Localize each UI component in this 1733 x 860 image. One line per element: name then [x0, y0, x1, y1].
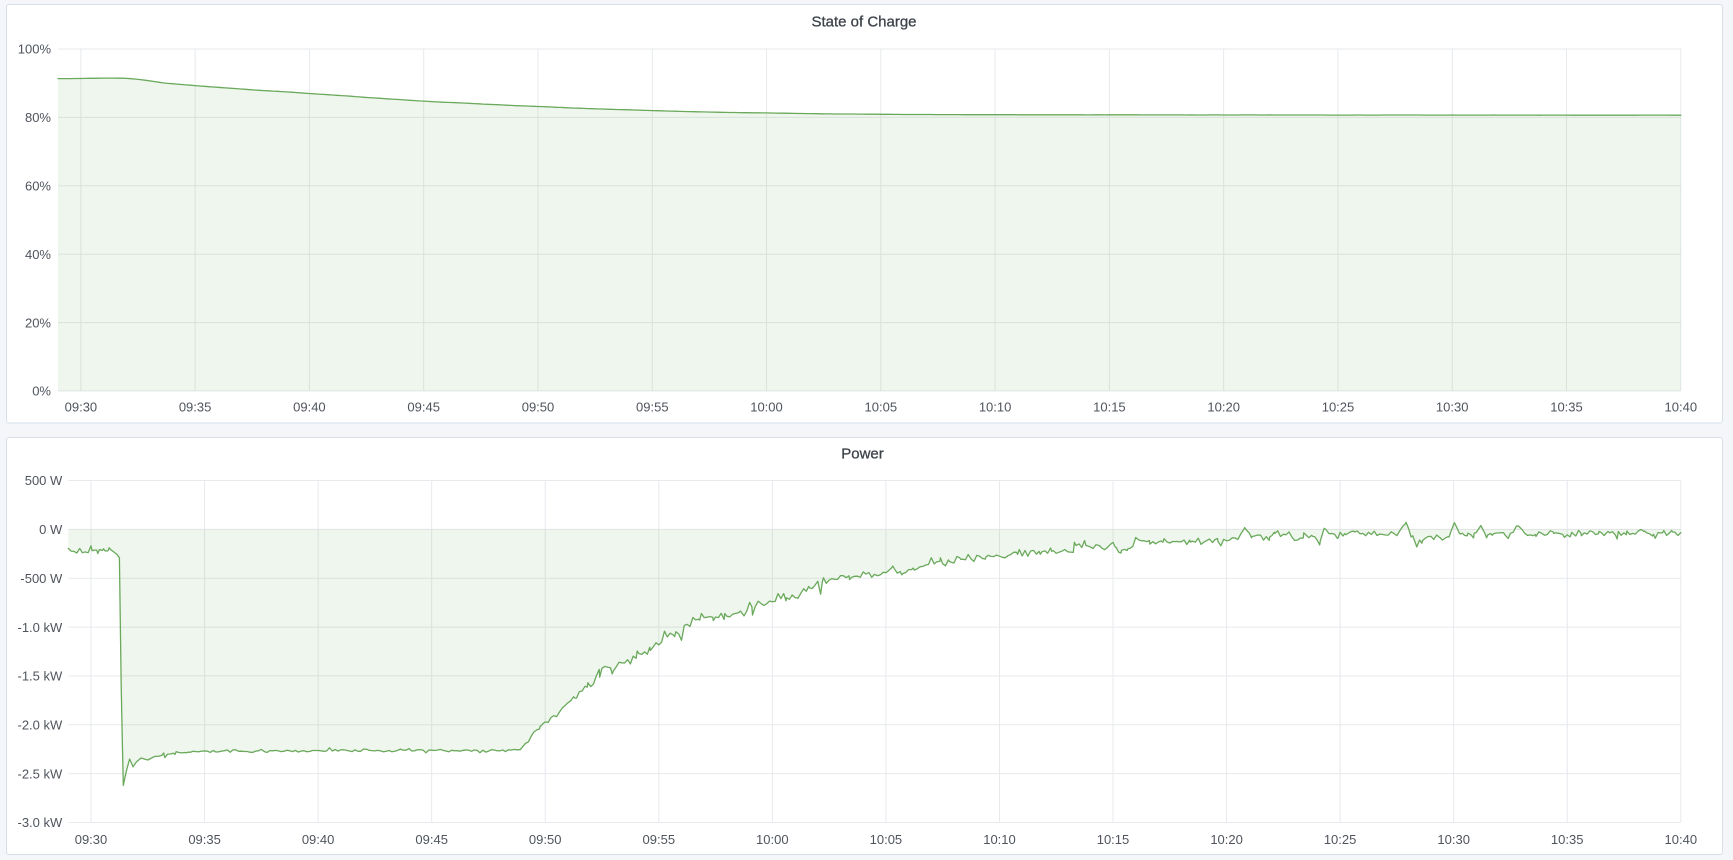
svg-text:10:40: 10:40	[1665, 400, 1698, 415]
svg-text:10:00: 10:00	[750, 400, 783, 415]
svg-text:09:50: 09:50	[522, 400, 555, 415]
svg-text:10:05: 10:05	[870, 832, 903, 847]
svg-text:09:45: 09:45	[407, 400, 440, 415]
svg-text:09:45: 09:45	[415, 832, 448, 847]
svg-text:-500 W: -500 W	[20, 571, 63, 586]
svg-text:500 W: 500 W	[25, 473, 63, 488]
svg-text:10:25: 10:25	[1324, 832, 1357, 847]
svg-text:10:20: 10:20	[1207, 400, 1240, 415]
svg-text:10:10: 10:10	[983, 832, 1016, 847]
svg-text:-1.5 kW: -1.5 kW	[18, 669, 64, 684]
svg-text:10:00: 10:00	[756, 832, 789, 847]
svg-text:-1.0 kW: -1.0 kW	[18, 620, 64, 635]
svg-text:10:25: 10:25	[1322, 400, 1355, 415]
svg-text:10:30: 10:30	[1436, 400, 1469, 415]
svg-text:09:55: 09:55	[636, 400, 669, 415]
svg-text:10:40: 10:40	[1665, 832, 1698, 847]
svg-text:Power: Power	[841, 445, 884, 462]
svg-text:09:50: 09:50	[529, 832, 562, 847]
svg-text:09:55: 09:55	[643, 832, 676, 847]
svg-text:80%: 80%	[25, 110, 51, 125]
svg-text:-2.0 kW: -2.0 kW	[18, 718, 64, 733]
svg-text:10:35: 10:35	[1551, 832, 1584, 847]
svg-text:10:05: 10:05	[865, 400, 898, 415]
svg-text:100%: 100%	[18, 42, 52, 57]
svg-text:10:15: 10:15	[1097, 832, 1130, 847]
svg-text:09:35: 09:35	[188, 832, 221, 847]
svg-text:State of Charge: State of Charge	[811, 14, 916, 31]
svg-text:-2.5 kW: -2.5 kW	[18, 766, 64, 781]
svg-text:-3.0 kW: -3.0 kW	[18, 815, 64, 830]
svg-text:09:40: 09:40	[302, 832, 335, 847]
svg-text:10:20: 10:20	[1210, 832, 1243, 847]
svg-text:60%: 60%	[25, 179, 51, 194]
svg-text:40%: 40%	[25, 247, 51, 262]
svg-text:09:30: 09:30	[65, 400, 98, 415]
svg-text:0%: 0%	[32, 384, 51, 399]
svg-text:10:35: 10:35	[1550, 400, 1583, 415]
svg-text:0 W: 0 W	[39, 522, 63, 537]
svg-text:10:15: 10:15	[1093, 400, 1126, 415]
svg-text:09:40: 09:40	[293, 400, 326, 415]
svg-text:20%: 20%	[25, 315, 51, 330]
svg-text:09:35: 09:35	[179, 400, 212, 415]
svg-text:10:10: 10:10	[979, 400, 1012, 415]
svg-text:09:30: 09:30	[75, 832, 108, 847]
svg-text:10:30: 10:30	[1437, 832, 1470, 847]
